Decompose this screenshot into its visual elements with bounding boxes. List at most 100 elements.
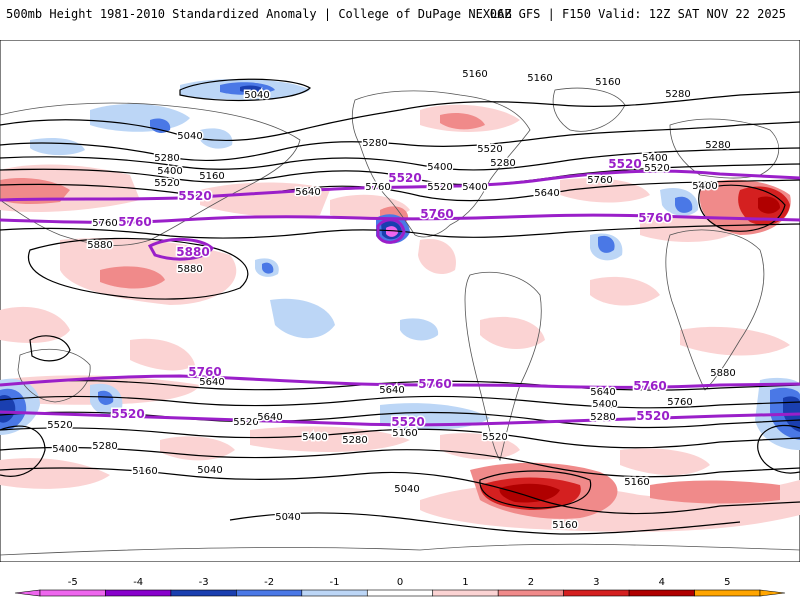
contour-label-a49: 5640 [199,377,224,388]
contour-label-a31: 5040 [197,465,222,476]
contour-label-a12: 5520 [427,182,452,193]
contour-label-a27: 5520 [47,420,72,431]
colorbar-tick-5: 0 [397,577,403,588]
contour-label-a45: 5880 [710,368,735,379]
colorbar-tick-7: 2 [528,577,534,588]
south-america-outline [464,272,542,461]
colorbar-segment-pos3 [563,589,630,597]
colorbar-segment-zero [366,589,434,597]
colorbar-tick-3: -2 [264,577,274,588]
colorbar-segment-pos4 [628,589,695,597]
greenland-outline [552,87,626,132]
contour-label-a39: 5160 [552,520,577,531]
contour-label-a3: 5040 [244,90,269,101]
height-contours [0,78,800,535]
highlight-label-h1: 5520 [178,189,211,203]
contour-label-a23: 5880 [87,240,112,251]
contour-label-a10: 5280 [154,153,179,164]
contour-label-a15: 5280 [490,158,515,169]
contour-label-a29: 5280 [92,441,117,452]
contour-labels: 5160516050405040528052805400552051605280… [46,68,737,533]
contour-label-a33: 5160 [392,428,417,439]
colorbar-tick-2: -3 [199,577,209,588]
africa-outline [665,229,765,391]
contour-label-a2: 5160 [595,77,620,88]
highlight-label-h6: 5760 [638,211,671,225]
highlight-label-h13: 5520 [636,409,669,423]
contour-label-a28: 5400 [52,444,77,455]
colorbar-ticks: -5 -4 -3 -2 -1 0 1 2 3 4 5 [68,577,731,588]
contour-label-a37: 5160 [392,428,417,439]
colorbar-segment-neg5 [39,589,106,597]
header-right-title: 06Z GFS | F150 Valid: 12Z SAT NOV 22 202… [489,7,786,21]
chart-header: 500mb Height 1981-2010 Standardized Anom… [0,0,800,28]
colorbar-tick-8: 3 [593,577,599,588]
contour-label-a42: 5280 [590,412,615,423]
nh-5760-contour [0,213,800,224]
contour-label-a17: 5520 [644,163,669,174]
highlight-label-h8: 5760 [188,365,221,379]
contour-label-a41: 5400 [592,399,617,410]
highlight-label-h12: 5520 [391,415,424,429]
sh-5520-contour [0,410,800,427]
contour-label-a14: 5760 [365,182,390,193]
contour-label-a1: 5160 [462,69,487,80]
nh-5520-contour [0,169,800,202]
contour-label-a25: 5760 [92,218,117,229]
europe-outline [669,118,779,179]
contour-label-a47: 5160 [624,477,649,488]
colorbar-tick-9: 4 [659,577,665,588]
contour-label-a32: 5040 [275,512,300,523]
highlight-label-h10: 5760 [633,379,666,393]
contour-label-a7: 5400 [157,166,182,177]
colorbar-tick-10: 5 [724,577,730,588]
colorbar: -5 -4 -3 -2 -1 0 1 2 3 4 5 [14,577,786,597]
anomaly-shading [0,78,800,532]
highlight-label-h9: 5760 [418,377,451,391]
contour-label-a30: 5160 [132,466,157,477]
highlight-label-h5: 5760 [420,207,453,221]
contour-label-a46: 5520 [482,432,507,443]
subtropical-5880-contour [147,237,214,261]
contour-label-a50: 5400 [692,181,717,192]
contour-label-a38: 5040 [394,484,419,495]
antarctica-outline [0,543,800,556]
colorbar-tick-4: -1 [330,577,340,588]
colorbar-segment-neg1 [301,589,368,597]
colorbar-segment-neg3 [170,589,237,597]
contour-label-a36: 5280 [342,435,367,446]
highlight-label-h3: 5520 [608,157,641,171]
colorbar-tick-6: 1 [462,577,468,588]
asia-outline [0,102,301,246]
colorbar-tick-0: -5 [68,577,78,588]
australia-outline [17,348,91,403]
colorbar-segment-neg4 [105,589,172,597]
colorbar-segment-pos2 [497,589,564,597]
colorbar-segment-pos5 [694,589,761,597]
contour-label-a13: 5640 [295,187,320,198]
contour-label-a9: 5160 [199,171,224,182]
colorbar-segment-pos1 [432,589,499,597]
contour-label-a5: 5280 [362,138,387,149]
highlight-label-h2: 5520 [388,171,421,185]
contour-label-a18: 5640 [534,188,559,199]
colorbar-right-arrow [759,589,786,597]
highlight-label-h7: 5880 [176,245,209,259]
contour-label-a16: 5400 [642,153,667,164]
contour-label-a44: 5640 [257,412,282,423]
sh-5760-contour [0,374,800,389]
highlight-label-h11: 5520 [111,407,144,421]
contour-label-a34: 5520 [233,417,258,428]
anomaly-map: 5160516050405040528052805400552051605280… [0,40,800,562]
continent-outlines [0,87,800,556]
contour-label-a22: 5280 [705,140,730,151]
contour-label-a48: 5160 [527,73,552,84]
contour-label-a24: 5880 [177,264,202,275]
contour-label-a40: 5640 [590,387,615,398]
colorbar-segments [14,589,786,597]
contour-label-a4: 5040 [177,131,202,142]
contour-label-a20: 5400 [462,182,487,193]
contour-label-a43: 5760 [667,397,692,408]
colorbar-segment-neg2 [236,589,303,597]
